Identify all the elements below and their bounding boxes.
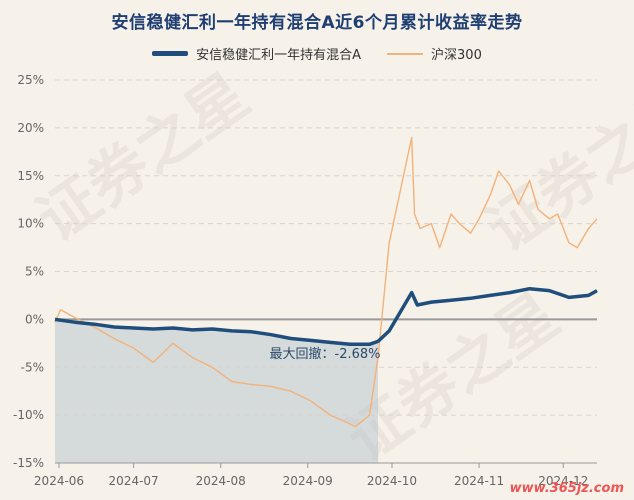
- x-tick-label: 2024-12: [538, 474, 588, 488]
- x-tick-label: 2024-10: [367, 474, 417, 488]
- legend-swatch-index: [387, 52, 424, 55]
- x-tick-label: 2024-07: [109, 474, 159, 488]
- chart-title: 安信稳健汇利一年持有混合A近6个月累计收益率走势: [111, 13, 523, 33]
- y-tick-label: -5%: [21, 360, 44, 374]
- y-tick-label: -15%: [13, 456, 44, 470]
- x-tick-label: 2024-08: [196, 474, 246, 488]
- y-tick-label: 0%: [25, 312, 44, 326]
- legend: 安信稳健汇利一年持有混合A 沪深300: [0, 44, 634, 63]
- legend-label-index: 沪深300: [431, 48, 482, 63]
- site-label: www.365jz.com: [509, 481, 624, 496]
- x-tick-label: 2024-06: [34, 474, 84, 488]
- series-line-fund: [54, 286, 598, 347]
- legend-label-fund: 安信稳健汇利一年持有混合A: [196, 48, 362, 63]
- y-tick-label: 25%: [17, 73, 44, 87]
- series-line-index: [54, 136, 598, 428]
- x-tick-label: 2024-09: [283, 474, 333, 488]
- x-tick-label: 2024-11: [454, 474, 504, 488]
- drawdown-area: [55, 319, 378, 463]
- y-tick-label: 10%: [17, 217, 44, 231]
- y-tick-label: 5%: [25, 265, 44, 279]
- legend-swatch-fund: [152, 51, 189, 56]
- legend-item-fund[interactable]: 安信稳健汇利一年持有混合A: [152, 44, 361, 63]
- y-tick-label: 15%: [17, 169, 44, 183]
- drawdown-annotation: 最大回撤：-2.68%: [270, 346, 381, 362]
- y-tick-label: -10%: [13, 408, 44, 422]
- legend-item-index[interactable]: 沪深300: [387, 44, 482, 63]
- y-tick-label: 20%: [17, 121, 44, 135]
